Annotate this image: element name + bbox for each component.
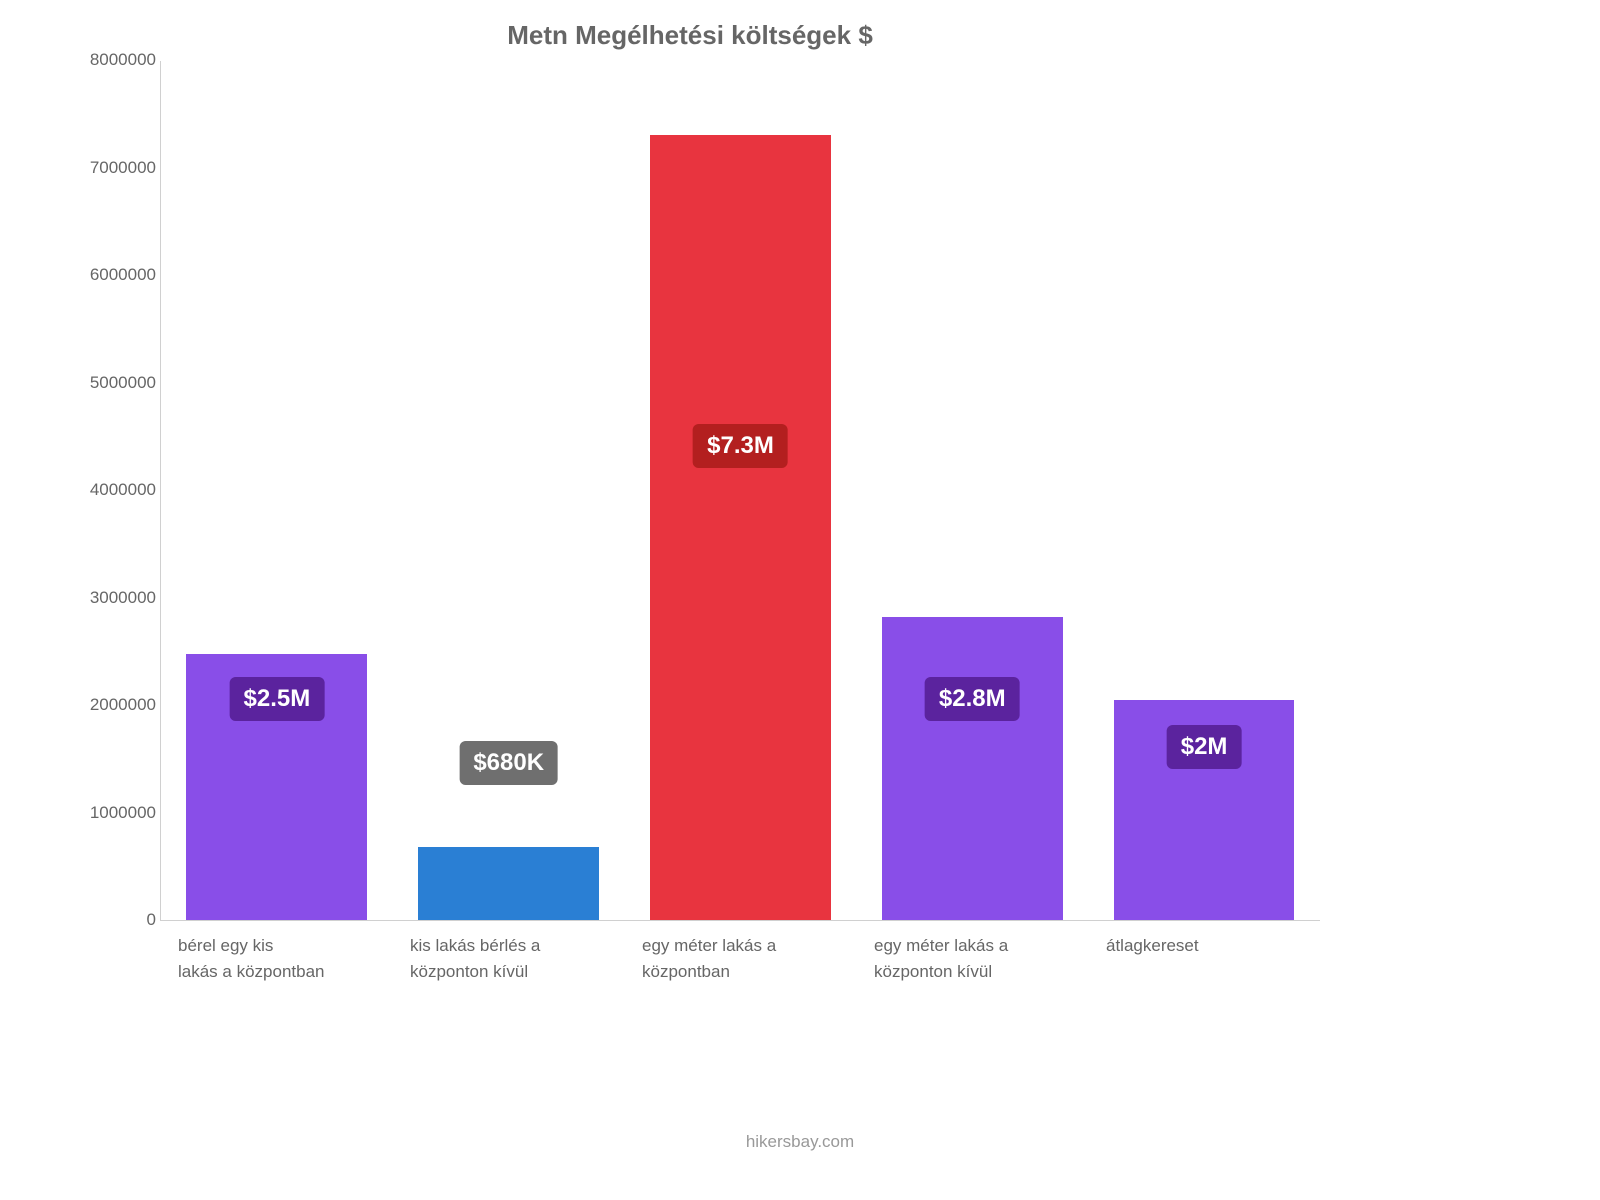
bar bbox=[650, 135, 831, 920]
bar-slot: $680K bbox=[393, 61, 625, 920]
plot-area: $2.5M$680K$7.3M$2.8M$2M 0100000020000003… bbox=[160, 61, 1320, 921]
bar-slot: $2.8M bbox=[856, 61, 1088, 920]
x-label: egy méter lakás aközponton kívül bbox=[856, 921, 1088, 984]
y-tick: 5000000 bbox=[66, 373, 156, 393]
x-label: kis lakás bérlés aközponton kívül bbox=[392, 921, 624, 984]
bar bbox=[882, 617, 1063, 920]
bar-chart: Metn Megélhetési költségek $ $2.5M$680K$… bbox=[60, 20, 1320, 1020]
bars-group: $2.5M $680K $7.3M $2.8M $2M bbox=[161, 61, 1320, 920]
bar-value-label: $7.3M bbox=[693, 424, 788, 468]
bar-slot: $2.5M bbox=[161, 61, 393, 920]
bar-value-label: $2.8M bbox=[925, 677, 1020, 721]
bar-slot: $7.3M bbox=[625, 61, 857, 920]
y-tick: 8000000 bbox=[66, 50, 156, 70]
bar-value-label: $680K bbox=[459, 741, 558, 785]
x-label: bérel egy kislakás a központban bbox=[160, 921, 392, 984]
bar bbox=[418, 847, 599, 920]
x-axis-labels: bérel egy kislakás a központbankis lakás… bbox=[160, 921, 1320, 984]
chart-title: Metn Megélhetési költségek $ bbox=[60, 20, 1320, 51]
x-label: átlagkereset bbox=[1088, 921, 1320, 984]
credit-text: hikersbay.com bbox=[0, 1132, 1600, 1152]
bar-value-label: $2.5M bbox=[230, 677, 325, 721]
y-tick: 1000000 bbox=[66, 803, 156, 823]
y-tick: 6000000 bbox=[66, 265, 156, 285]
x-label: egy méter lakás aközpontban bbox=[624, 921, 856, 984]
bar-slot: $2M bbox=[1088, 61, 1320, 920]
y-tick: 0 bbox=[66, 910, 156, 930]
y-tick: 4000000 bbox=[66, 480, 156, 500]
y-tick: 3000000 bbox=[66, 588, 156, 608]
y-tick: 7000000 bbox=[66, 158, 156, 178]
y-tick: 2000000 bbox=[66, 695, 156, 715]
bar-value-label: $2M bbox=[1167, 725, 1242, 769]
